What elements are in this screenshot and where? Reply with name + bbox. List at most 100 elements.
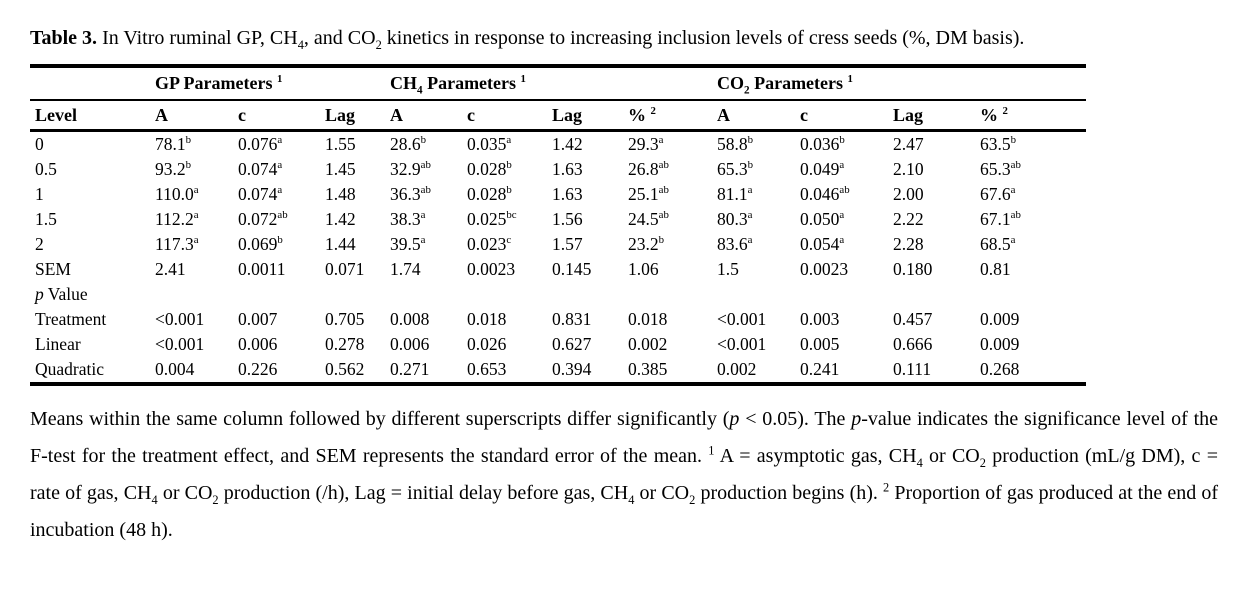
- table-row: Linear <0.001 0.006 0.278 0.006 0.026 0.627 0.0…: [30, 332, 1086, 357]
- table-cell: 65.3b: [717, 159, 754, 179]
- table-cell: 0.831: [552, 309, 592, 329]
- table-cell: <0.001: [717, 309, 767, 329]
- table-cell: [800, 282, 893, 307]
- column-header: A: [390, 100, 467, 132]
- table-cell: 0.004: [155, 359, 195, 379]
- table-cell: [552, 282, 628, 307]
- table-cell: 0.028b: [467, 184, 512, 204]
- row-label: 1: [35, 184, 44, 204]
- row-label: 0.5: [35, 159, 57, 179]
- column-header: % 2: [628, 100, 717, 132]
- table-cell: [893, 282, 980, 307]
- table-cell: 0.054a: [800, 234, 845, 254]
- row-label: Linear: [35, 334, 81, 354]
- table-cell: 2.41: [155, 259, 186, 279]
- group-header: CO2 Parameters 1: [717, 66, 1086, 101]
- table-cell: 0.036b: [800, 134, 845, 154]
- table-cell: 0.028b: [467, 159, 512, 179]
- table-cell: [467, 282, 552, 307]
- table-row: p Value: [30, 282, 1086, 307]
- table-cell: 2.00: [893, 184, 924, 204]
- table-cell: [980, 282, 1086, 307]
- table-cell: 28.6b: [390, 134, 427, 154]
- table-cell: 83.6a: [717, 234, 753, 254]
- table-cell: 0.457: [893, 309, 933, 329]
- table-cell: 0.111: [893, 359, 932, 379]
- table-cell: 65.3ab: [980, 159, 1021, 179]
- column-header: c: [467, 100, 552, 132]
- table-cell: [325, 282, 390, 307]
- table-cell: 0.069b: [238, 234, 283, 254]
- table-cell: 1.45: [325, 159, 356, 179]
- table-body: 0 78.1b 0.076a 1.55 28.6b 0.035a 1.42 29.3a 58.8…: [30, 131, 1086, 385]
- table-cell: 78.1b: [155, 134, 192, 154]
- table-cell: 81.1a: [717, 184, 753, 204]
- table-cell: 67.6a: [980, 184, 1016, 204]
- table-cell: 0.074a: [238, 184, 283, 204]
- table-cell: 0.666: [893, 334, 933, 354]
- table-cell: 93.2b: [155, 159, 192, 179]
- table-cell: 32.9ab: [390, 159, 431, 179]
- table-cell: 68.5a: [980, 234, 1016, 254]
- table-cell: 0.653: [467, 359, 507, 379]
- group-header-row: GP Parameters 1 CH4 Parameters 1 CO2 Param…: [30, 66, 1086, 101]
- table-cell: 112.2a: [155, 209, 199, 229]
- table-cell: 26.8ab: [628, 159, 669, 179]
- table-cell: 0.627: [552, 334, 592, 354]
- table-row: 2 117.3a 0.069b 1.44 39.5a 0.023c 1.57 23.2b 83.…: [30, 232, 1086, 257]
- row-label: SEM: [35, 259, 71, 279]
- table-cell: 0.035a: [467, 134, 512, 154]
- table-cell: 0.076a: [238, 134, 283, 154]
- table-cell: 63.5b: [980, 134, 1017, 154]
- table-caption-number: Table 3.: [30, 27, 98, 49]
- table-cell: 0.023c: [467, 234, 512, 254]
- row-label: 2: [35, 234, 44, 254]
- table-cell: 0.050a: [800, 209, 845, 229]
- column-header: c: [800, 100, 893, 132]
- table-cell: 0.145: [552, 259, 592, 279]
- table-cell: 0.226: [238, 359, 278, 379]
- row-label: 1.5: [35, 209, 57, 229]
- table-cell: 0.049a: [800, 159, 845, 179]
- table-cell: 1.48: [325, 184, 356, 204]
- table-cell: [717, 282, 800, 307]
- table-caption: Table 3. In Vitro ruminal GP, CH4, and C…: [30, 22, 1222, 55]
- table-cell: 0.271: [390, 359, 430, 379]
- table-cell: 1.06: [628, 259, 659, 279]
- table-cell: 0.0011: [238, 259, 286, 279]
- table-cell: 1.42: [552, 134, 583, 154]
- table-cell: 110.0a: [155, 184, 199, 204]
- table-cell: 29.3a: [628, 134, 664, 154]
- table-cell: <0.001: [155, 309, 205, 329]
- table-row: Treatment <0.001 0.007 0.705 0.008 0.018 0.831…: [30, 307, 1086, 332]
- table-cell: 0.009: [980, 309, 1020, 329]
- group-header: GP Parameters 1: [155, 66, 390, 101]
- table-cell: 1.56: [552, 209, 583, 229]
- table-cell: 0.007: [238, 309, 278, 329]
- table-cell: 1.42: [325, 209, 356, 229]
- table-cell: 80.3a: [717, 209, 753, 229]
- table-cell: 2.22: [893, 209, 924, 229]
- table-cell: [238, 282, 325, 307]
- table-cell: 1.5: [717, 259, 739, 279]
- table-cell: 39.5a: [390, 234, 426, 254]
- table-cell: 1.57: [552, 234, 583, 254]
- table-cell: 1.74: [390, 259, 421, 279]
- kinetics-table: GP Parameters 1 CH4 Parameters 1 CO2 Param…: [30, 64, 1086, 386]
- table-cell: 0.008: [390, 309, 430, 329]
- row-label: p Value: [35, 284, 88, 304]
- column-header: Lag: [552, 100, 628, 132]
- row-label: Treatment: [35, 309, 107, 329]
- table-cell: 24.5ab: [628, 209, 669, 229]
- table-cell: 2.47: [893, 134, 924, 154]
- table-row: 1 110.0a 0.074a 1.48 36.3ab 0.028b 1.63 25.1ab 8…: [30, 182, 1086, 207]
- table-cell: 0.81: [980, 259, 1011, 279]
- table-cell: 2.28: [893, 234, 924, 254]
- table-cell: 0.268: [980, 359, 1020, 379]
- table-cell: 0.180: [893, 259, 933, 279]
- table-cell: 0.009: [980, 334, 1020, 354]
- table-cell: 1.55: [325, 134, 356, 154]
- table-row: 0.5 93.2b 0.074a 1.45 32.9ab 0.028b 1.63 26.8ab…: [30, 157, 1086, 182]
- table-cell: 2.10: [893, 159, 924, 179]
